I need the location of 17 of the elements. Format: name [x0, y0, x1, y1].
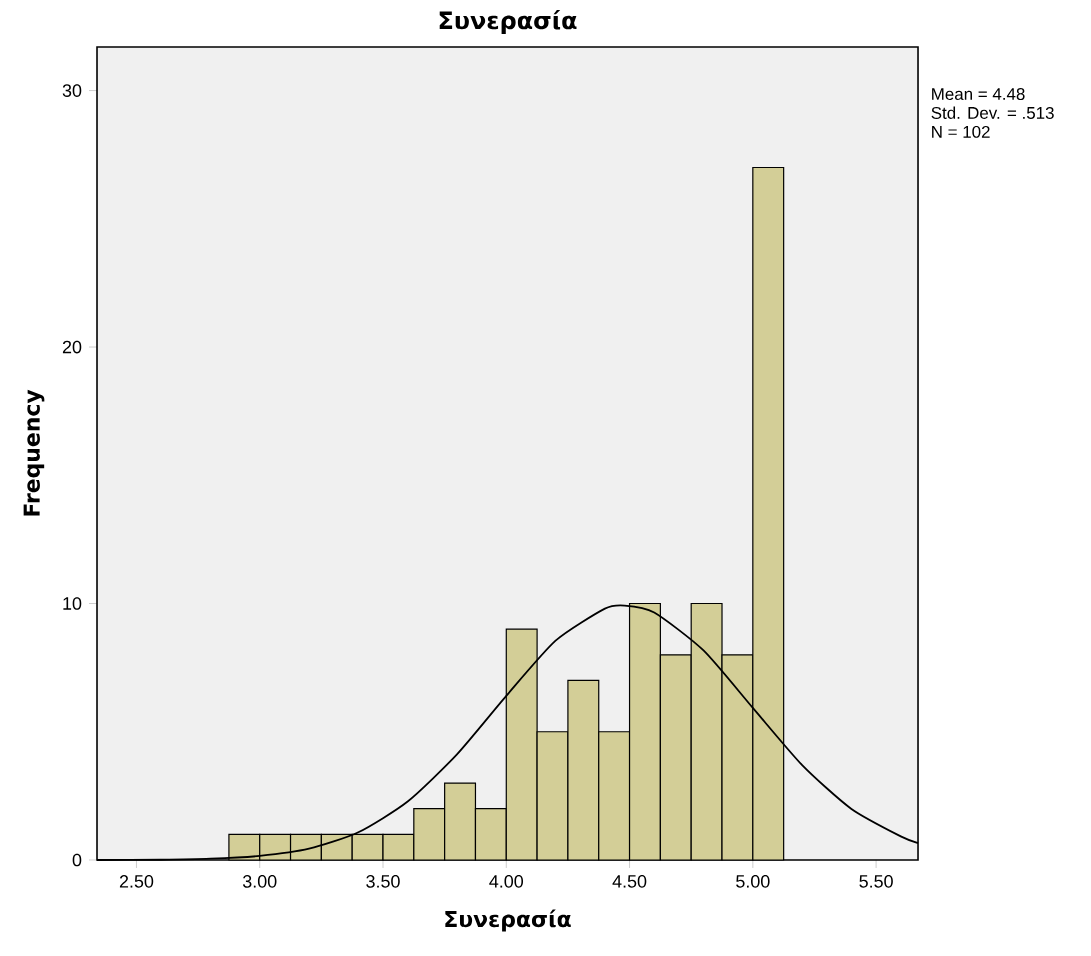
x-tick-label: 3.50	[366, 875, 400, 888]
x-axis-title: Συνερασία	[445, 909, 571, 932]
x-tick-label: 3.00	[242, 875, 277, 888]
text: N = 102	[932, 125, 990, 138]
text: Std. Dev. = .513	[931, 106, 1054, 119]
x-tick-label: 5.50	[859, 875, 893, 888]
y-tick-label: 10	[63, 597, 82, 610]
text: Mean = 4.48	[932, 88, 1025, 101]
x-tick-label: 2.50	[119, 875, 154, 888]
y-tick-label: 30	[62, 84, 82, 97]
x-tick-label: 4.00	[489, 875, 524, 888]
y-tick-label: 20	[62, 340, 82, 354]
x-tick-label: 5.00	[736, 875, 770, 888]
x-tick-label: 4.50	[612, 875, 647, 888]
y-tick-label: 0	[72, 853, 82, 867]
y-axis-title: Frequency	[23, 389, 45, 516]
chart-title: Συνερασία	[439, 9, 577, 34]
